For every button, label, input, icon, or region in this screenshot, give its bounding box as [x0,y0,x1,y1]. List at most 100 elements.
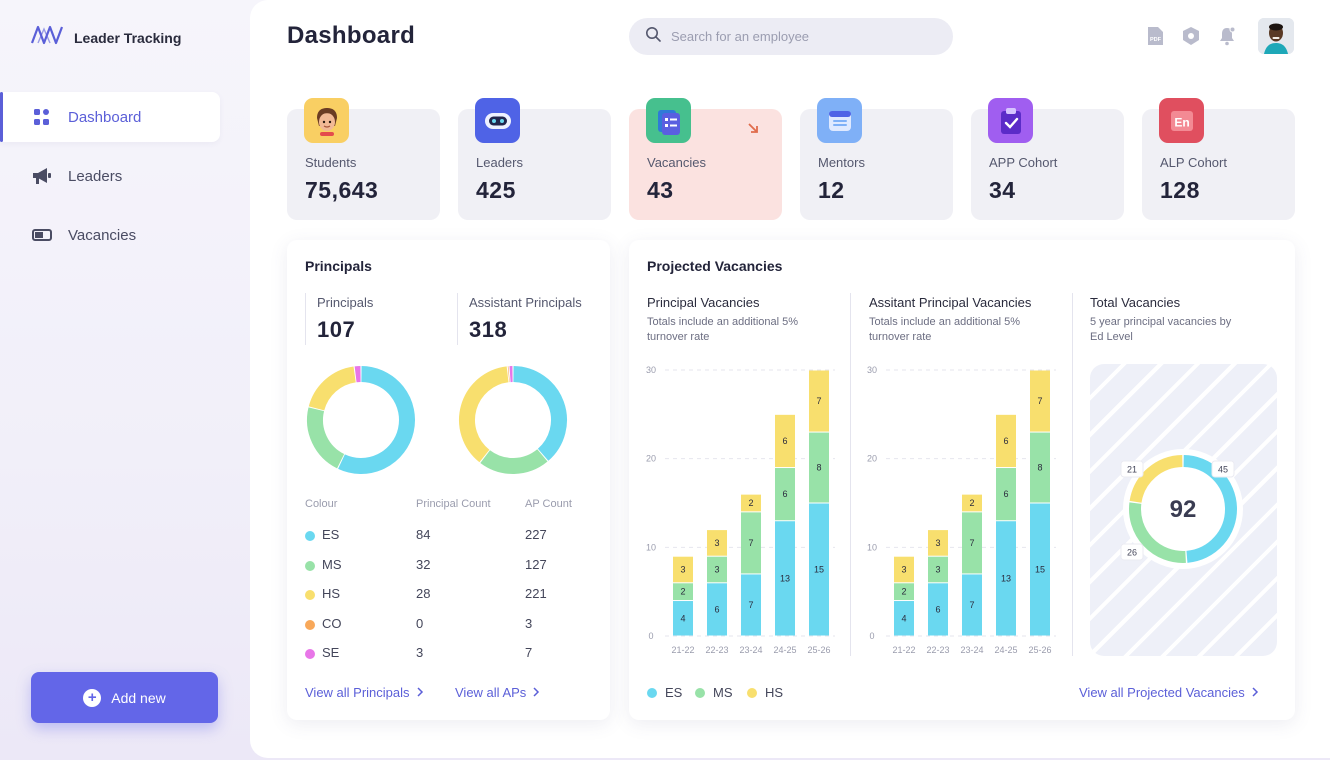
stat-card-alp-cohort[interactable]: En ALP Cohort 128 [1142,98,1295,220]
row-principal-count: 32 [416,556,431,572]
donut-slice-es [338,366,415,474]
y-tick-label: 0 [648,631,653,641]
x-tick-label: 22-23 [705,645,728,655]
bar-value-label: 2 [969,498,974,508]
bar-segment-es [673,601,693,636]
bar-segment-es [962,574,982,636]
bar-value-label: 3 [680,565,685,575]
divider [850,293,851,656]
donut-value-badge: 45 [1211,460,1235,478]
principals-panel: Principals Principals 107 Assistant Prin… [287,240,610,720]
megaphone-icon [32,166,52,186]
bar-value-label: 13 [1001,573,1011,583]
bar-value-label: 6 [1003,436,1008,446]
svg-text:En: En [1174,115,1189,129]
bar-segment-ms [707,556,727,583]
stat-value: 43 [647,177,674,203]
donut-value-badge: 26 [1120,543,1144,561]
bar-segment-hs [1030,370,1050,432]
y-tick-label: 30 [646,365,656,375]
ap-label: Assistant Principals [469,295,582,310]
bar-segment-es [707,583,727,636]
donut-slice-ms [1129,502,1186,563]
toggle-icon [32,225,52,245]
stat-card-vacancies[interactable]: Vacancies 43 [629,98,782,220]
bar-value-label: 6 [1003,489,1008,499]
donut-slice-hs [308,366,357,411]
trend-down-icon [747,121,759,137]
bell-icon[interactable] [1217,26,1237,46]
bar-value-label: 15 [1035,565,1045,575]
donut-value-label: 21 [1127,465,1137,475]
stat-card-leaders[interactable]: Leaders 425 [458,98,611,220]
y-tick-label: 30 [867,365,877,375]
principals-label: Principals [317,295,374,310]
bar-value-label: 4 [680,613,685,623]
sidebar-item-label: Dashboard [68,108,142,126]
row-ap-count: 127 [525,556,547,572]
ap-donut-chart [459,366,567,474]
brand[interactable]: Leader Tracking [30,24,181,51]
sidebar-item-dashboard[interactable]: Dashboard [0,92,220,142]
view-all-projected-vacancies-link[interactable]: View all Projected Vacancies [1079,685,1259,700]
bar-value-label: 8 [816,463,821,473]
bar-value-label: 7 [748,600,753,610]
row-principal-count: 0 [416,615,424,631]
search-input[interactable] [671,29,931,44]
ap-vacancies-chart: 0 10 20 30 4 2 3 21-22 6 3 3 22-23 7 7 2 23-24 13 6 6 24-25… [867,365,1056,655]
donut-value-label: 26 [1127,548,1137,558]
stat-card-mentors[interactable]: Mentors 12 [800,98,953,220]
clipboard-list-icon [646,98,691,143]
stat-label: Mentors [818,155,865,170]
bar-value-label: 6 [935,604,940,614]
view-all-aps-link[interactable]: View all APs [455,685,540,700]
grid-icon [32,107,52,127]
panel-title: Principals [305,258,372,274]
bar-value-label: 7 [748,538,753,548]
shield-icon[interactable] [1181,26,1201,46]
stat-card-students[interactable]: Students 75,643 [287,98,440,220]
donut-slice-ms [307,407,345,469]
bar-segment-es [775,521,795,636]
stat-label: Leaders [476,155,523,170]
bar-segment-ms [741,512,761,574]
sidebar: Leader Tracking Dashboard Leaders Vacanc… [0,0,250,760]
donut-value-label: 45 [1218,465,1228,475]
bar-segment-es [894,601,914,636]
sidebar-item-leaders[interactable]: Leaders [0,151,220,201]
sidebar-item-label: Vacancies [68,226,137,244]
robot-icon [475,98,520,143]
principal-vacancies-chart: 0 10 20 30 4 2 3 21-22 6 3 3 22-23 7 7 2 23-24 13 6 6 24-25… [646,365,835,655]
bar-segment-ms [809,432,829,503]
add-new-label: Add new [111,689,166,706]
bar-value-label: 7 [816,396,821,406]
logo-icon [30,24,64,51]
ap-vacancies-title: Assitant Principal Vacancies [869,295,1032,310]
row-name: SE [322,645,340,660]
view-all-principals-link[interactable]: View all Principals [305,685,424,700]
bar-segment-es [996,521,1016,636]
legend-label: MS [713,685,733,700]
bar-segment-ms [928,556,948,583]
row-name: ES [322,527,340,542]
sidebar-item-vacancies[interactable]: Vacancies [0,210,220,260]
bar-value-label: 2 [748,498,753,508]
row-principal-count: 28 [416,586,431,601]
bar-value-label: 7 [969,538,974,548]
search-bar[interactable] [629,18,953,55]
legend-swatch [747,687,757,698]
donut-slice-es [513,366,567,461]
en-icon: En [1159,98,1204,143]
stat-value: 75,643 [305,177,379,203]
bar-value-label: 2 [680,587,685,597]
avatar[interactable] [1258,18,1294,54]
legend-label: HS [765,685,784,700]
link-label: View all Principals [305,685,410,700]
stat-value: 12 [818,177,845,203]
row-principal-count: 84 [416,527,431,542]
panel-title: Projected Vacancies [647,258,783,274]
pdf-icon[interactable]: PDF [1145,26,1165,46]
donut-slice-ms [480,448,548,474]
stat-card-app-cohort[interactable]: APP Cohort 34 [971,98,1124,220]
add-new-button[interactable]: + Add new [31,672,218,723]
